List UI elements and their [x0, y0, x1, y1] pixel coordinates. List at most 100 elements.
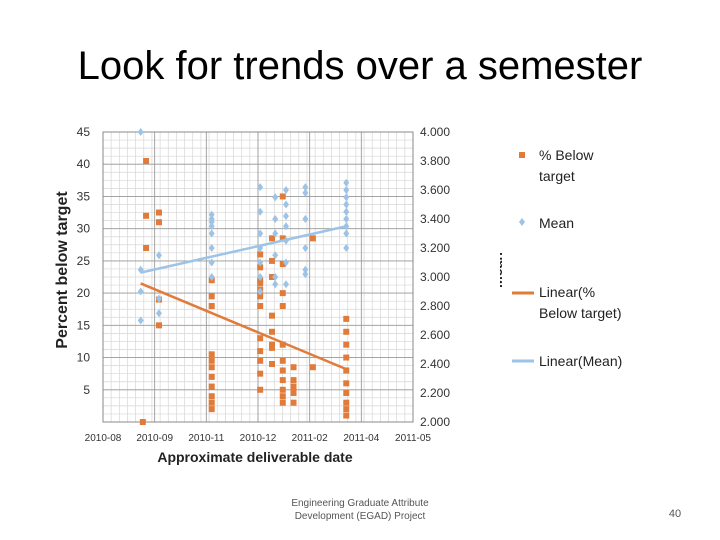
point-below-target	[343, 406, 350, 413]
point-below-target	[208, 303, 215, 309]
point-below-target	[309, 235, 316, 242]
point-mean	[302, 270, 309, 279]
y-tick-label: 30	[77, 222, 91, 236]
point-below-target	[279, 341, 286, 348]
point-below-target	[343, 412, 350, 419]
point-below-target	[290, 383, 297, 390]
point-below-target	[343, 380, 350, 387]
point-mean	[302, 215, 309, 223]
point-below-target	[208, 351, 215, 358]
point-mean	[343, 186, 350, 194]
point-below-target	[208, 406, 215, 413]
page-number: 40	[668, 508, 682, 520]
y-axis-title: Percent below target	[54, 191, 71, 349]
point-below-target	[343, 399, 350, 406]
point-below-target	[268, 312, 275, 319]
y-tick-label: 5	[83, 383, 90, 397]
x-tick-label: 2010-09	[136, 433, 173, 444]
point-below-target	[257, 280, 264, 287]
point-below-target	[208, 383, 215, 390]
point-mean	[257, 273, 264, 281]
point-mean	[208, 258, 215, 267]
point-mean	[343, 229, 350, 238]
point-mean	[302, 265, 309, 274]
y2-tick-label: 2.000	[420, 415, 450, 429]
point-mean	[208, 222, 215, 231]
x-tick-label: 2011-05	[395, 433, 431, 444]
point-below-target	[143, 245, 150, 251]
legend	[512, 152, 534, 363]
legend-label-trend-below: Linear(% Below target)	[539, 284, 621, 321]
point-below-target	[279, 290, 286, 297]
point-below-target	[155, 322, 162, 329]
trendline-below-target	[140, 282, 347, 371]
series-mean	[137, 128, 350, 325]
point-below-target	[155, 219, 162, 226]
point-below-target	[268, 257, 275, 264]
y2-tick-label: 2.800	[420, 299, 450, 313]
point-mean	[137, 128, 144, 136]
point-below-target	[143, 158, 150, 164]
point-mean	[257, 258, 264, 267]
point-below-target	[309, 364, 316, 371]
point-mean	[343, 178, 350, 187]
point-below-target	[155, 209, 162, 216]
y2-tick-label: 3.400	[420, 212, 450, 226]
point-below-target	[279, 235, 286, 242]
point-below-target	[268, 344, 275, 351]
point-below-target	[257, 264, 264, 271]
point-mean	[208, 217, 215, 226]
point-below-target	[257, 348, 264, 355]
y2-tick-label: 2.600	[420, 328, 450, 342]
point-mean	[137, 316, 144, 325]
point-mean	[208, 244, 215, 252]
point-below-target	[143, 212, 150, 219]
x-tick-label: 2011-04	[343, 433, 379, 444]
point-mean	[272, 273, 279, 281]
legend-label-trend-mean: Linear(Mean)	[539, 353, 622, 369]
x-tick-label: 2010-08	[85, 433, 122, 444]
point-below-target	[257, 386, 264, 393]
point-below-target	[208, 393, 215, 400]
point-below-target	[257, 357, 264, 364]
point-below-target	[257, 335, 264, 342]
y-tick-label: 25	[77, 254, 91, 268]
point-below-target	[279, 357, 286, 364]
point-mean	[272, 251, 279, 260]
point-mean	[343, 244, 350, 252]
point-mean	[302, 244, 309, 252]
point-mean	[257, 183, 264, 192]
point-below-target	[290, 399, 297, 406]
point-mean	[257, 229, 264, 238]
point-below-target	[279, 386, 286, 393]
footer-text: Engineering Graduate Attribute Developme…	[260, 497, 460, 523]
point-below-target	[279, 193, 286, 200]
point-mean	[257, 207, 264, 216]
point-below-target	[279, 367, 286, 374]
point-below-target	[279, 377, 286, 384]
point-below-target	[257, 370, 264, 377]
point-below-target	[343, 354, 350, 361]
point-below-target	[343, 315, 350, 322]
y2-tick-label: 3.600	[420, 183, 450, 197]
axis-title-mask	[488, 150, 500, 400]
point-mean	[257, 287, 264, 296]
point-below-target	[279, 393, 286, 400]
point-below-target	[208, 357, 215, 364]
y-tick-label: 35	[77, 189, 91, 203]
slide-title: Look for trends over a semester	[77, 44, 643, 88]
point-below-target	[343, 328, 350, 335]
point-below-target	[268, 328, 275, 335]
y2-tick-label: 3.200	[420, 241, 450, 255]
y2-tick-label: 4.000	[420, 125, 450, 139]
point-mean	[137, 287, 144, 296]
x-tick-label: 2010-11	[188, 433, 224, 444]
point-below-target	[268, 274, 275, 280]
point-mean	[343, 193, 350, 202]
y2-tick-label: 2.200	[420, 386, 450, 400]
legend-label-mean: Mean	[539, 215, 574, 231]
point-mean	[302, 183, 309, 192]
x-tick-label: 2011-02	[292, 433, 328, 444]
y-tick-label: 15	[77, 318, 91, 332]
